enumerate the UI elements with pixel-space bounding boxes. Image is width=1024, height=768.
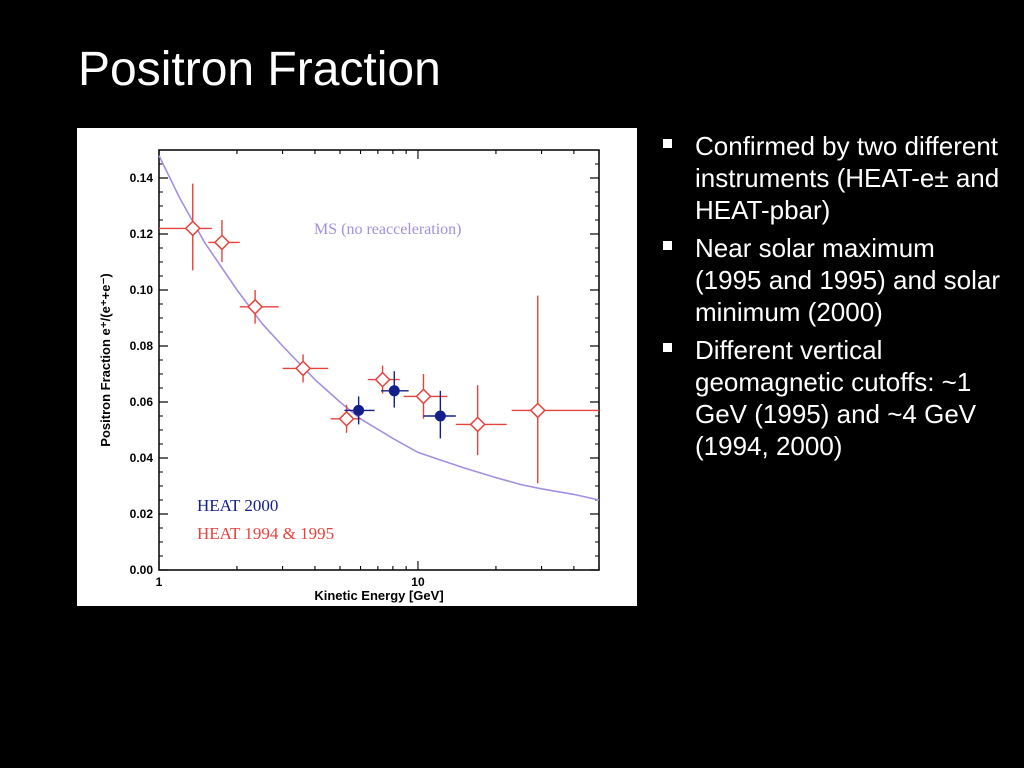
diamond-marker [213, 234, 231, 251]
circle-marker [388, 385, 400, 397]
data-point [239, 290, 279, 324]
bullet-list: Confirmed by two different instruments (… [660, 130, 1005, 468]
y-tick-label: 0.06 [130, 395, 154, 409]
y-tick-label: 0.10 [130, 283, 154, 297]
data-point [381, 371, 409, 408]
diamond-marker [469, 416, 486, 433]
diamond-marker [529, 402, 546, 419]
legend-heat-1994-1995: HEAT 1994 & 1995 [197, 524, 334, 543]
curve-label: MS (no reacceleration) [314, 221, 461, 238]
slide-title: Positron Fraction [78, 43, 441, 96]
y-tick-label: 0.02 [130, 507, 154, 521]
data-point [159, 183, 212, 271]
bullet-text: Different vertical geomagnetic cutoffs: … [695, 335, 977, 461]
diamond-marker [374, 371, 391, 388]
data-point [282, 354, 329, 383]
legend-heat-2000: HEAT 2000 [197, 496, 278, 515]
data-point [367, 365, 400, 394]
y-axis-label: Positron Fraction e⁺/(e⁺+e⁻) [98, 273, 113, 446]
data-point [455, 385, 507, 456]
circle-marker [353, 404, 365, 416]
x-axis-label: Kinetic Energy [GeV] [314, 588, 443, 603]
bullet-text: Near solar maximum (1995 and 1995) and s… [695, 233, 1001, 327]
data-point [511, 295, 599, 484]
x-tick-label: 1 [156, 575, 163, 589]
square-bullet-icon [663, 241, 672, 250]
model-curve-layer [158, 155, 600, 501]
axis-ticks: 0.00 0.02 0.04 0.06 0.08 0.10 0.12 0.14 1 10 [130, 150, 600, 589]
square-bullet-icon [663, 343, 672, 352]
x-tick-label: 10 [411, 575, 425, 589]
diamond-marker [295, 360, 312, 377]
diamond-marker [184, 220, 201, 237]
data-point [344, 396, 375, 425]
square-bullet-icon [663, 139, 672, 148]
bullet-item: Near solar maximum (1995 and 1995) and s… [660, 232, 1005, 328]
y-tick-label: 0.00 [130, 563, 154, 577]
diamond-marker [247, 298, 264, 315]
circle-marker [434, 410, 446, 422]
y-tick-label: 0.14 [130, 171, 154, 185]
bullet-item: Different vertical geomagnetic cutoffs: … [660, 334, 1005, 462]
y-tick-label: 0.12 [130, 227, 154, 241]
bullet-item: Confirmed by two different instruments (… [660, 130, 1005, 226]
positron-fraction-chart: 0.00 0.02 0.04 0.06 0.08 0.10 0.12 0.14 1 10 MS (… [98, 149, 600, 603]
data-point [330, 404, 361, 433]
bullet-text: Confirmed by two different instruments (… [695, 131, 1000, 225]
diamond-marker [415, 388, 432, 405]
data-point [423, 390, 456, 439]
data-point [403, 374, 448, 419]
diamond-marker [338, 410, 355, 427]
y-tick-label: 0.04 [130, 451, 154, 465]
y-tick-label: 0.08 [130, 339, 154, 353]
data-points-layer [159, 183, 599, 484]
chart-panel: 0.00 0.02 0.04 0.06 0.08 0.10 0.12 0.14 1 10 MS (… [77, 128, 637, 606]
data-point [208, 220, 240, 262]
model-curve-line [158, 155, 600, 501]
